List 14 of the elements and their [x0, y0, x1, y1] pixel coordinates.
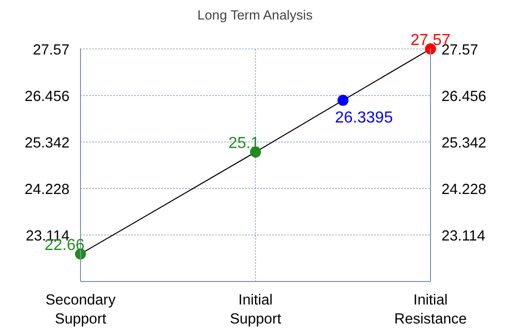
y-tick-label: 26.456 — [24, 88, 70, 105]
y-tick-label: 24.228 — [24, 182, 70, 198]
chart-title: Long Term Analysis — [197, 8, 314, 22]
y-tick-label: 25.342 — [24, 135, 70, 152]
x-tick-label: Initial Support — [230, 292, 282, 328]
y-tick-label: 27.57 — [32, 42, 70, 58]
y2-tick-label: 25.342 — [442, 135, 486, 152]
x-tick-label: Secondary Support — [45, 292, 116, 328]
y2-tick-label: 24.228 — [442, 182, 486, 198]
point — [338, 94, 348, 106]
x-tick-label: Initial Resistance — [394, 292, 467, 328]
y2-tick-label: 26.456 — [442, 88, 486, 105]
data-label: 26.3395 — [335, 109, 393, 126]
y2-tick-label: 23.114 — [442, 228, 486, 245]
